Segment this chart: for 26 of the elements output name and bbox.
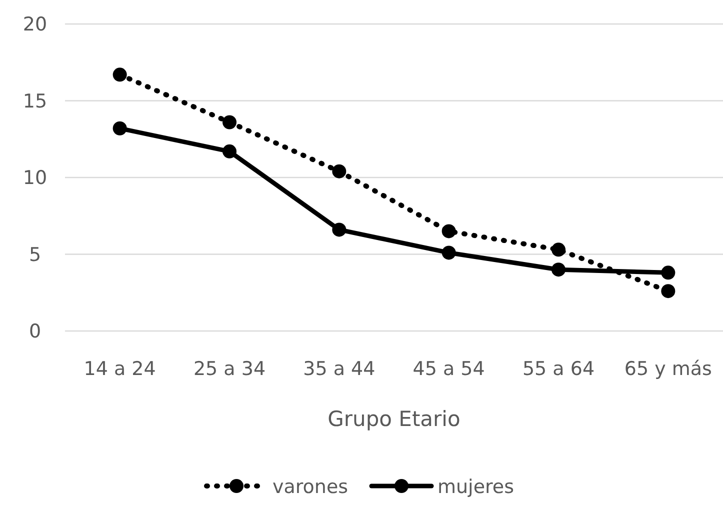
point — [661, 266, 676, 280]
point — [442, 246, 456, 260]
x-tick-label: 55 a 64 — [522, 358, 595, 380]
point — [332, 222, 346, 237]
point — [222, 144, 236, 158]
x-tick-label: 35 a 44 — [303, 358, 376, 380]
x-axis-title: Grupo Etario — [328, 407, 460, 431]
point — [552, 262, 566, 277]
point — [442, 224, 456, 238]
point — [112, 121, 127, 136]
y-tick-label: 10 — [22, 167, 48, 190]
legend-label: varones — [272, 476, 348, 498]
point — [222, 115, 236, 130]
x-tick-label: 65 y más — [624, 358, 712, 380]
point — [112, 68, 127, 82]
legend-label: mujeres — [438, 476, 514, 498]
y-tick-label: 5 — [28, 244, 42, 266]
x-tick-label: 45 a 54 — [412, 358, 485, 380]
y-tick-label: 15 — [22, 90, 48, 112]
point — [661, 284, 676, 298]
point — [332, 164, 346, 178]
x-tick-label: 25 a 34 — [193, 358, 266, 380]
point — [552, 242, 566, 257]
y-tick-label: 20 — [22, 14, 48, 36]
y-tick-label: 0 — [28, 320, 42, 343]
x-tick-label: 14 a 24 — [84, 358, 156, 380]
